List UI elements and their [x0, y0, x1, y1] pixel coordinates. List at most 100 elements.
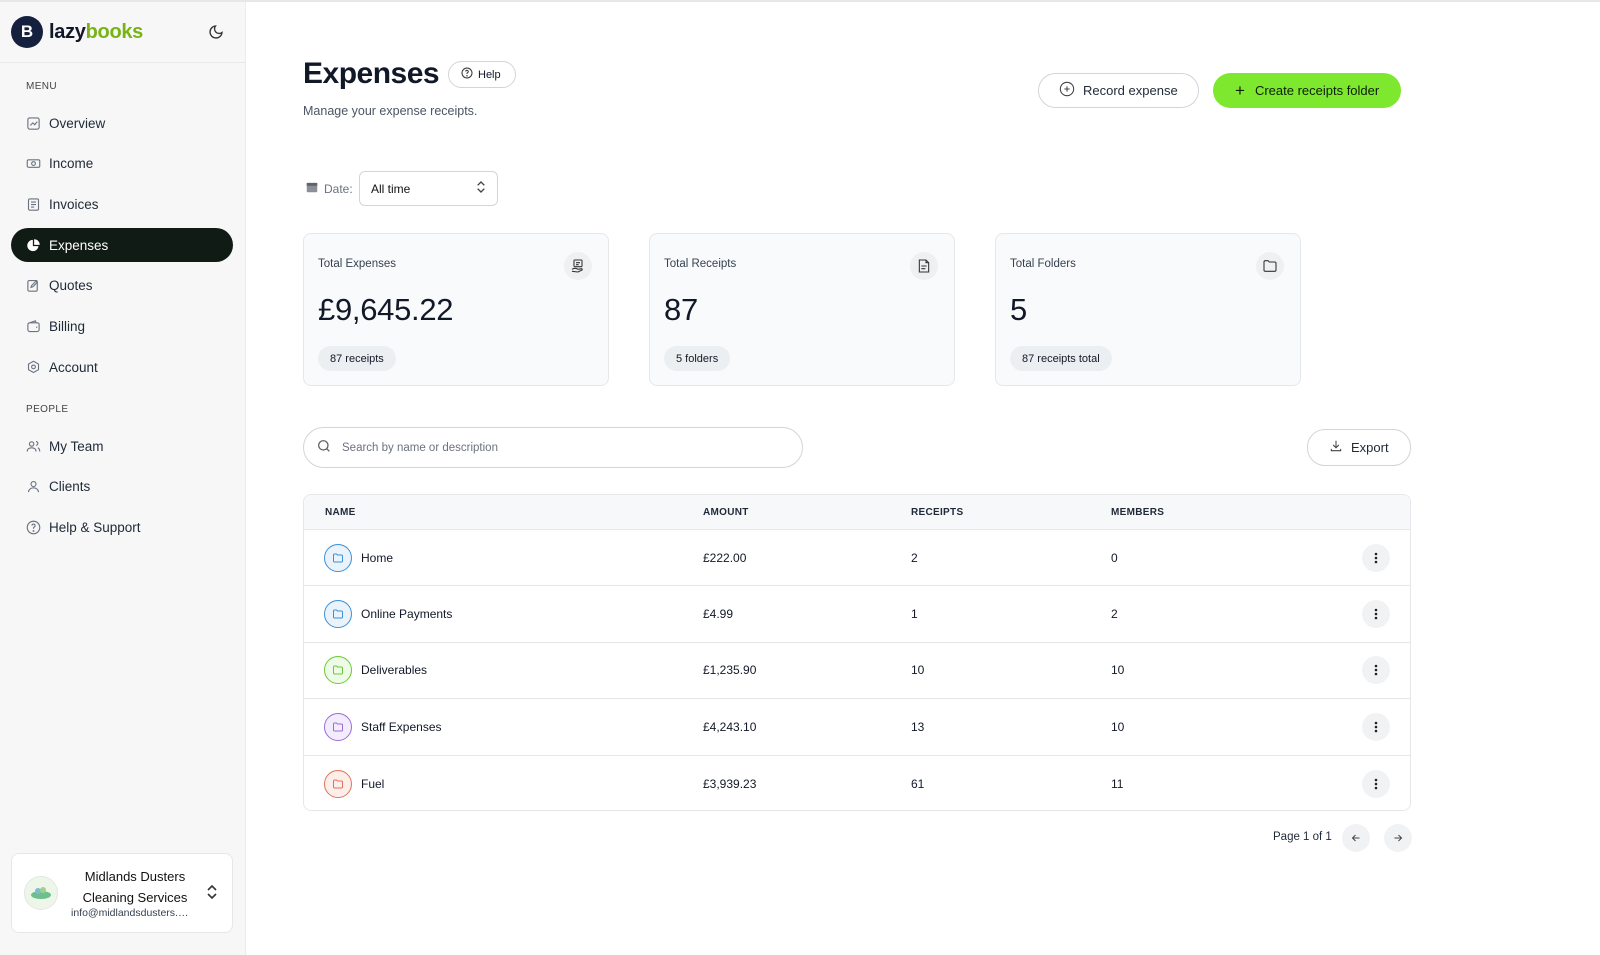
- sidebar-item-label: Expenses: [49, 237, 109, 253]
- sidebar-divider: [0, 62, 246, 63]
- cell-receipts: 10: [911, 663, 925, 678]
- sidebar: B lazybooks MENU Overview Income Invoices E…: [0, 2, 246, 955]
- sidebar-item-quotes[interactable]: Quotes: [11, 269, 233, 303]
- stat-value: 5: [1010, 292, 1027, 327]
- stat-card-total-expenses: Total Expenses £9,645.22 87 receipts: [303, 233, 609, 386]
- table-row[interactable]: Online Payments £4.99 1 2: [304, 586, 1410, 643]
- more-options-kebab-icon[interactable]: [1362, 712, 1390, 741]
- table-row[interactable]: Home £222.00 2 0: [304, 530, 1410, 587]
- sidebar-item-clients[interactable]: Clients: [11, 470, 233, 504]
- sidebar-item-label: Overview: [49, 115, 106, 131]
- sidebar-item-billing[interactable]: Billing: [11, 310, 233, 344]
- folder-icon: [1256, 252, 1284, 280]
- search-bar[interactable]: [303, 427, 803, 468]
- export-label: Export: [1351, 440, 1389, 455]
- chevron-up-down-icon[interactable]: [206, 884, 218, 903]
- column-header-amount[interactable]: AMOUNT: [703, 507, 749, 518]
- sidebar-item-expenses[interactable]: Expenses: [11, 228, 233, 263]
- settings-icon: [25, 359, 41, 375]
- sidebar-item-invoices[interactable]: Invoices: [11, 187, 233, 221]
- table-row[interactable]: Fuel £3,939.23 61 11: [304, 756, 1410, 810]
- help-button-label: Help: [478, 68, 501, 81]
- wallet-icon: [25, 319, 41, 335]
- cell-members: 10: [1111, 719, 1125, 734]
- question-circle-icon: [461, 67, 473, 82]
- more-options-kebab-icon[interactable]: [1362, 769, 1390, 798]
- export-button[interactable]: Export: [1307, 429, 1411, 466]
- stat-value: 87: [664, 292, 698, 327]
- sidebar-item-overview[interactable]: Overview: [11, 106, 233, 140]
- user-icon: [25, 479, 41, 495]
- date-label-text: Date:: [324, 181, 353, 196]
- more-options-kebab-icon[interactable]: [1362, 600, 1390, 629]
- cell-amount: £4,243.10: [703, 719, 757, 734]
- sidebar-item-income[interactable]: Income: [11, 147, 233, 181]
- column-header-receipts[interactable]: RECEIPTS: [911, 507, 964, 518]
- logo-icon: B: [11, 16, 43, 48]
- sidebar-item-label: Clients: [49, 479, 91, 495]
- logo-text: lazybooks: [49, 21, 143, 44]
- cell-amount: £3,939.23: [703, 776, 757, 791]
- theme-toggle-moon-icon[interactable]: [206, 22, 226, 42]
- team-icon: [25, 438, 41, 454]
- top-border: [0, 0, 1600, 2]
- record-expense-button[interactable]: Record expense: [1038, 73, 1199, 108]
- sidebar-item-label: Account: [49, 359, 98, 375]
- stat-value: £9,645.22: [318, 292, 454, 327]
- page-title: Expenses: [303, 57, 440, 90]
- column-header-members[interactable]: MEMBERS: [1111, 507, 1165, 518]
- calendar-icon: [305, 180, 319, 197]
- more-options-kebab-icon[interactable]: [1362, 543, 1390, 572]
- column-header-name[interactable]: NAME: [325, 507, 356, 518]
- chevron-up-down-icon: [476, 180, 486, 197]
- sidebar-item-my-team[interactable]: My Team: [11, 429, 233, 463]
- sidebar-item-help-support[interactable]: Help & Support: [11, 510, 233, 544]
- more-options-kebab-icon[interactable]: [1362, 656, 1390, 685]
- org-name: Midlands Dusters Cleaning Services: [82, 869, 188, 905]
- cell-members: 2: [1111, 607, 1118, 622]
- search-icon: [316, 438, 332, 457]
- cell-members: 10: [1111, 663, 1125, 678]
- org-avatar: [24, 876, 58, 910]
- date-range-select[interactable]: All time: [359, 171, 498, 206]
- plus-icon: +: [1235, 81, 1245, 100]
- help-icon: [25, 519, 41, 535]
- stat-badge: 5 folders: [664, 346, 731, 371]
- edit-document-icon: [25, 278, 41, 294]
- stat-title: Total Expenses: [318, 258, 396, 270]
- organization-switcher[interactable]: Midlands Dusters Cleaning Services info@…: [11, 853, 233, 933]
- cell-name: Staff Expenses: [361, 719, 442, 734]
- table-row[interactable]: Staff Expenses £4,243.10 13 10: [304, 699, 1410, 756]
- sidebar-item-account[interactable]: Account: [11, 350, 233, 384]
- cell-receipts: 1: [911, 607, 918, 622]
- receipt-hand-icon: [564, 252, 592, 280]
- pagination-label: Page 1 of 1: [1273, 831, 1332, 843]
- sidebar-item-label: Invoices: [49, 196, 99, 212]
- stat-badge: 87 receipts: [318, 346, 396, 371]
- sidebar-item-label: Income: [49, 156, 94, 172]
- folder-icon: [324, 600, 352, 629]
- stat-card-total-folders: Total Folders 5 87 receipts total: [995, 233, 1301, 386]
- folders-table: NAME AMOUNT RECEIPTS MEMBERS Home £222.00…: [303, 494, 1411, 811]
- cell-amount: £1,235.90: [703, 663, 757, 678]
- table-row[interactable]: Deliverables £1,235.90 10 10: [304, 643, 1410, 700]
- next-page-arrow-right-icon[interactable]: [1384, 824, 1412, 852]
- sidebar-item-label: My Team: [49, 438, 104, 454]
- stat-title: Total Receipts: [664, 258, 737, 270]
- folder-icon: [324, 712, 352, 741]
- create-receipts-folder-label: Create receipts folder: [1254, 83, 1380, 98]
- brand-logo[interactable]: B lazybooks: [11, 16, 143, 48]
- folder-icon: [324, 769, 352, 798]
- menu-section-label: MENU: [26, 81, 58, 92]
- help-button[interactable]: Help: [448, 61, 516, 88]
- cell-amount: £4.99: [703, 607, 734, 622]
- cell-members: 11: [1111, 776, 1124, 791]
- search-input[interactable]: [342, 441, 762, 454]
- stat-title: Total Folders: [1010, 258, 1076, 270]
- sidebar-item-label: Quotes: [49, 278, 93, 294]
- cell-name: Online Payments: [361, 607, 453, 622]
- page-subtitle: Manage your expense receipts.: [303, 104, 478, 118]
- create-receipts-folder-button[interactable]: + Create receipts folder: [1213, 73, 1402, 108]
- stat-card-total-receipts: Total Receipts 87 5 folders: [649, 233, 955, 386]
- prev-page-arrow-left-icon[interactable]: [1342, 824, 1370, 852]
